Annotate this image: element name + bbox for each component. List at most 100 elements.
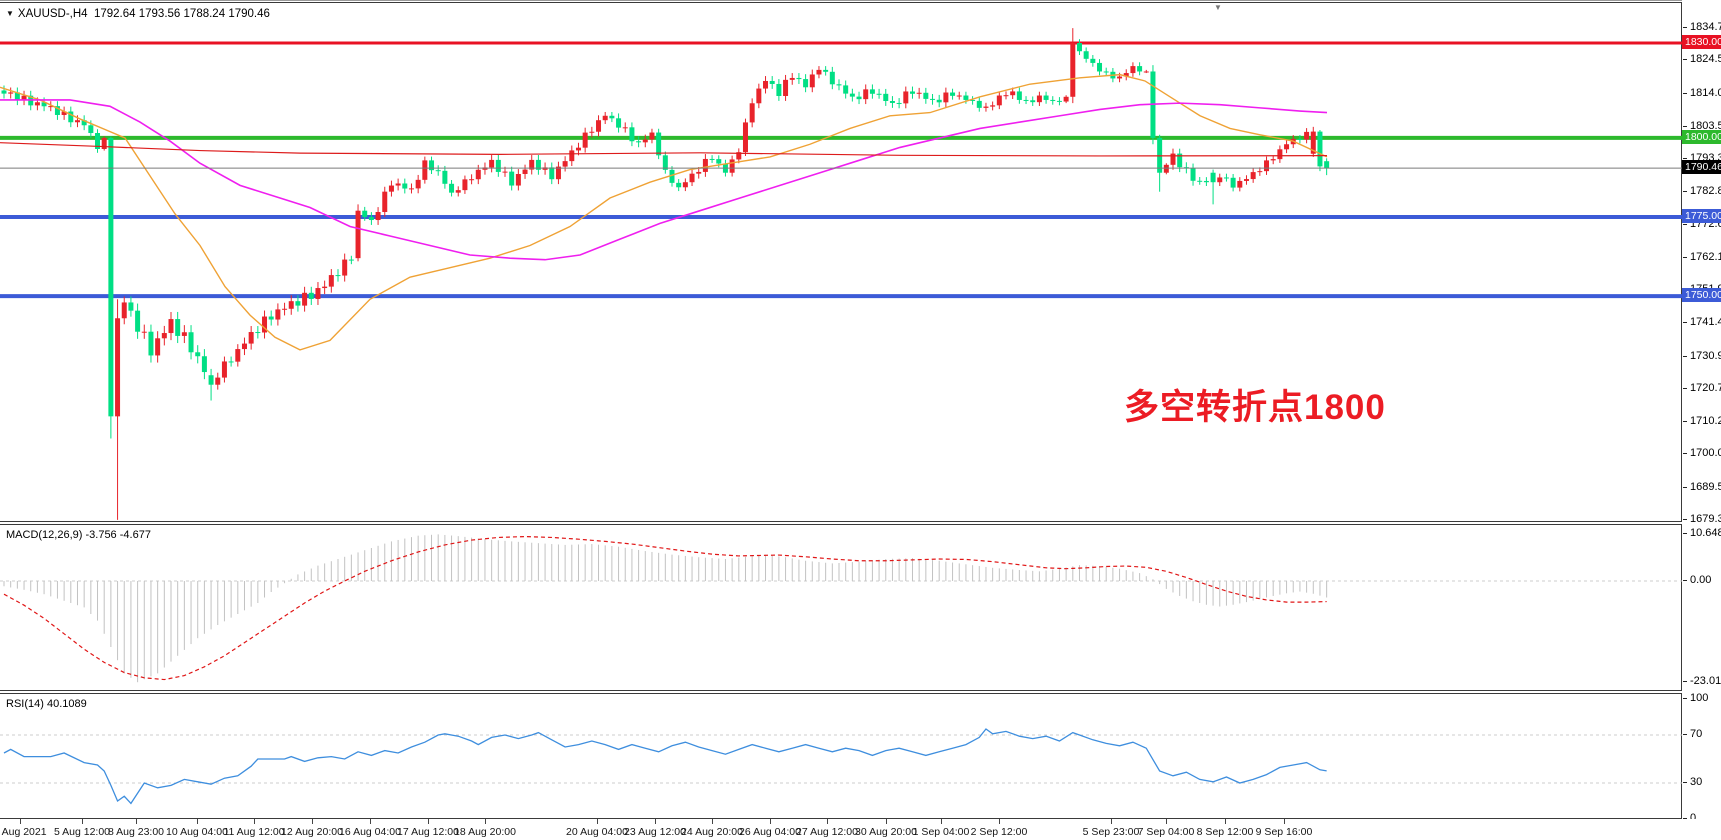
candle-body: [14, 92, 20, 101]
candle-body: [54, 106, 60, 115]
ma-red: [0, 142, 1328, 157]
candle-body: [368, 217, 374, 221]
candle-body: [442, 170, 448, 184]
candle-body: [682, 182, 688, 188]
candle-body: [101, 137, 107, 149]
candle-body: [816, 69, 822, 75]
price-level-badge: 1800.00: [1682, 130, 1721, 144]
candle-body: [1250, 172, 1256, 180]
candle-body: [48, 106, 54, 108]
candle-body: [529, 159, 535, 170]
candle-body: [1097, 62, 1103, 72]
time-tick: [197, 819, 198, 824]
candle-body: [662, 155, 668, 170]
candle-body: [135, 310, 141, 332]
candle-body: [1257, 171, 1263, 173]
ma-orange: [0, 73, 1328, 351]
axis-tick: [1683, 698, 1687, 699]
price-tick-label: 0: [1690, 812, 1697, 824]
candle-body: [295, 301, 301, 306]
rsi-chart-canvas[interactable]: [0, 694, 1682, 818]
macd-chart-canvas[interactable]: [0, 525, 1682, 690]
candle-body: [74, 120, 80, 123]
candle-body: [1043, 95, 1049, 100]
candle-body: [1143, 71, 1149, 73]
candle-body: [829, 71, 835, 85]
candle-body: [195, 352, 201, 357]
price-tick-label: 70: [1690, 728, 1703, 740]
candle-body: [235, 349, 241, 362]
candle-body: [175, 319, 181, 336]
time-tick: [428, 819, 429, 824]
axis-tick: [1683, 27, 1687, 28]
candle-body: [408, 188, 414, 190]
candle-body: [649, 132, 655, 140]
axis-tick: [1683, 126, 1687, 127]
candle-body: [1210, 172, 1216, 183]
axis-tick: [1683, 734, 1687, 735]
main-chart-panel[interactable]: ▼ XAUUSD-,H4 1792.64 1793.56 1788.24 1790…: [0, 2, 1682, 522]
candle-body: [976, 100, 982, 108]
candle-body: [95, 133, 101, 149]
candle-body: [749, 103, 755, 123]
time-tick-label: 16 Aug 04:00: [339, 826, 401, 838]
rsi-indicator-panel[interactable]: RSI(14) 40.1089: [0, 693, 1682, 819]
time-tick: [941, 819, 942, 824]
price-axis[interactable]: 1834.701824.501814.001803.501793.301782.…: [1682, 0, 1721, 824]
ohlc-high: 1793.56: [138, 8, 181, 20]
candle-body: [1177, 153, 1183, 168]
ma-magenta: [0, 99, 1328, 261]
candle-body: [255, 332, 261, 334]
candle-body: [1237, 180, 1243, 188]
candle-body: [482, 167, 488, 170]
candle-body: [388, 185, 394, 192]
candle-body: [702, 158, 708, 172]
candlestick-chart-canvas[interactable]: [0, 3, 1682, 521]
candle-body: [155, 338, 161, 356]
candle-body: [569, 150, 575, 162]
candle-body: [889, 101, 895, 103]
price-level-badge: 1830.00: [1682, 35, 1721, 49]
macd-indicator-panel[interactable]: MACD(12,26,9) -3.756 -4.677: [0, 524, 1682, 691]
macd-signal-line: [3, 535, 1327, 681]
time-tick-label: 8 Aug 23:00: [107, 826, 165, 838]
macd-label: MACD(12,26,9) -3.756 -4.677: [6, 529, 151, 541]
candle-body: [616, 118, 622, 128]
symbol-dropdown-icon[interactable]: ▼: [6, 9, 14, 18]
candle-body: [736, 152, 742, 160]
candle-body: [876, 93, 882, 95]
candle-body: [769, 80, 775, 84]
axis-tick: [1683, 191, 1687, 192]
candle-body: [302, 292, 308, 306]
candle-body: [275, 309, 281, 320]
candle-body: [823, 69, 829, 72]
candle-body: [996, 95, 1002, 106]
candle-body: [509, 171, 515, 186]
candle-body: [729, 159, 735, 173]
candle-body: [742, 122, 748, 153]
candle-body: [1163, 164, 1169, 173]
candle-body: [228, 361, 234, 363]
chart-shift-marker-icon[interactable]: ▼: [1214, 3, 1222, 12]
price-tick-label: 1782.80: [1690, 185, 1721, 197]
candle-body: [963, 95, 969, 100]
price-tick-label: 1730.90: [1690, 350, 1721, 362]
axis-tick: [1683, 487, 1687, 488]
candle-body: [622, 127, 628, 129]
price-tick-label: -23.017: [1690, 675, 1721, 687]
candle-body: [1324, 161, 1330, 169]
candle-body: [763, 80, 769, 89]
candle-body: [475, 169, 481, 180]
time-tick: [712, 819, 713, 824]
price-tick-label: 0.00: [1690, 574, 1712, 586]
axis-tick: [1683, 421, 1687, 422]
candle-body: [221, 361, 227, 378]
candle-body: [1197, 180, 1203, 182]
candle-body: [836, 84, 842, 86]
candle-body: [415, 179, 421, 189]
ohlc-low: 1788.24: [183, 8, 226, 20]
candle-body: [1, 90, 7, 94]
candle-body: [41, 102, 47, 107]
